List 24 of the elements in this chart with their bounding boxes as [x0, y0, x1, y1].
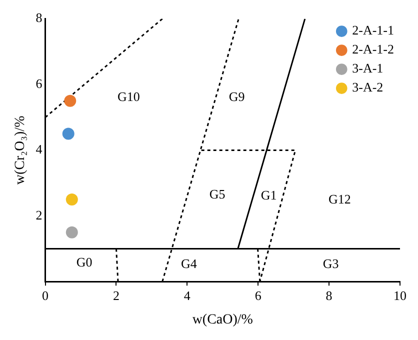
legend-label: 3-A-2 — [352, 80, 384, 95]
annotation: G9 — [228, 89, 245, 104]
annotation: G12 — [328, 192, 351, 207]
x-axis-title: w(CaO)/% — [192, 312, 254, 328]
y-tick-label: 2 — [36, 207, 42, 222]
y-axis-title: w(Cr₂O₃)/% — [13, 115, 28, 185]
x-tick-label: 4 — [184, 288, 191, 303]
x-tick-label: 10 — [394, 288, 406, 303]
x-tick-label: 2 — [112, 288, 120, 303]
y-tick-label: 4 — [36, 142, 43, 157]
annotation: G1 — [260, 188, 277, 203]
annotation: G0 — [76, 254, 92, 270]
legend-label: 2-A-1-1 — [352, 22, 394, 38]
legend-label: 2-A-1-2 — [352, 42, 394, 57]
legend-label: 3-A-1 — [352, 60, 384, 76]
x-tick-label: 8 — [326, 288, 332, 303]
y-tick-label: 8 — [36, 10, 42, 26]
annotation: G3 — [322, 256, 339, 271]
annotation: G4 — [181, 256, 198, 271]
y-tick-label: 6 — [36, 76, 43, 91]
x-tick-label: 6 — [254, 288, 262, 303]
x-tick-label: 0 — [42, 288, 49, 303]
annotation: G5 — [209, 186, 226, 202]
annotation: G10 — [117, 89, 140, 104]
